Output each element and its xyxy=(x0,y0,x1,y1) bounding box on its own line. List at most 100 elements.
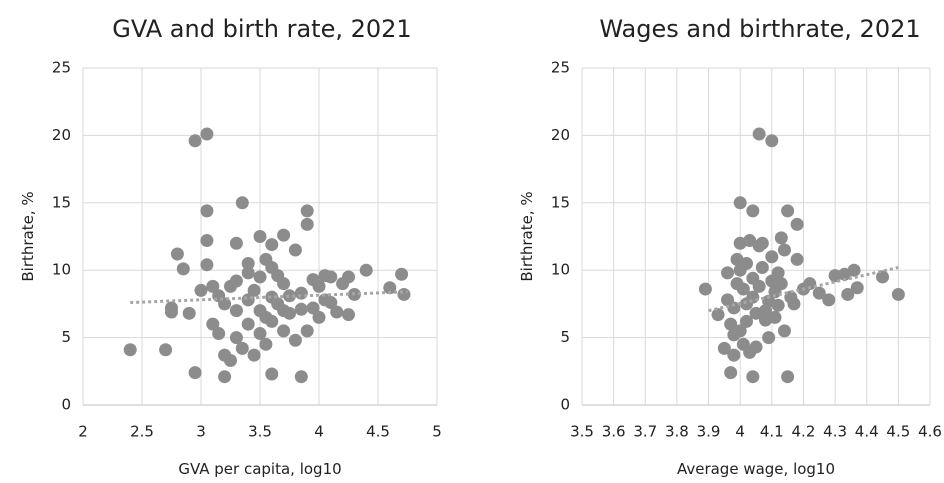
x-tick-label: 3.5 xyxy=(570,423,594,441)
point xyxy=(159,343,173,357)
point xyxy=(253,270,267,284)
point xyxy=(235,196,249,210)
chart-title: GVA and birth rate, 2021 xyxy=(112,15,411,43)
point xyxy=(265,314,279,328)
point xyxy=(200,204,214,218)
point xyxy=(724,317,738,331)
trendline xyxy=(130,290,408,305)
point xyxy=(721,293,735,307)
point xyxy=(212,327,226,341)
point xyxy=(288,333,302,347)
point xyxy=(200,127,214,141)
point xyxy=(762,331,776,345)
point xyxy=(294,302,308,316)
point xyxy=(891,287,905,301)
y-tick-label: 20 xyxy=(551,126,570,144)
point xyxy=(259,252,273,266)
x-tick-label: 3.6 xyxy=(602,423,626,441)
y-tick-label: 25 xyxy=(551,59,570,77)
point xyxy=(188,134,202,148)
point xyxy=(383,281,397,295)
x-tick-label: 4.3 xyxy=(823,423,847,441)
point xyxy=(188,366,202,380)
point xyxy=(841,287,855,301)
point xyxy=(324,270,338,284)
point xyxy=(746,204,760,218)
point xyxy=(762,294,776,308)
x-tick-label: 2 xyxy=(78,423,88,441)
point xyxy=(176,262,190,276)
point xyxy=(277,304,291,318)
point xyxy=(781,204,795,218)
point xyxy=(847,263,861,277)
point xyxy=(229,304,243,318)
point xyxy=(397,287,411,301)
point xyxy=(781,370,795,384)
point xyxy=(787,297,801,311)
point xyxy=(765,250,779,264)
y-tick-label: 5 xyxy=(61,328,71,346)
point xyxy=(342,308,355,322)
point xyxy=(822,293,836,307)
y-tick-label: 10 xyxy=(52,261,71,279)
point xyxy=(724,366,738,380)
point xyxy=(743,234,757,248)
point xyxy=(717,341,731,355)
x-tick-label: 3.7 xyxy=(633,423,657,441)
y-tick-label: 0 xyxy=(61,396,71,414)
x-tick-label: 4.6 xyxy=(918,423,942,441)
point xyxy=(828,269,842,283)
point xyxy=(727,348,741,362)
point xyxy=(812,286,826,300)
point xyxy=(330,305,344,319)
chart-title: Wages and birthrate, 2021 xyxy=(599,15,920,43)
x-tick-label: 3.5 xyxy=(248,423,272,441)
point xyxy=(241,293,255,307)
point xyxy=(123,343,137,357)
point xyxy=(777,243,791,257)
y-tick-label: 10 xyxy=(551,261,570,279)
point xyxy=(698,282,712,296)
point xyxy=(711,308,725,322)
y-tick-label: 15 xyxy=(52,193,71,211)
point xyxy=(294,286,308,300)
point xyxy=(359,263,373,277)
point xyxy=(743,345,757,359)
y-tick-label: 25 xyxy=(52,59,71,77)
point xyxy=(165,305,178,319)
point xyxy=(277,324,291,338)
point xyxy=(253,230,267,243)
point xyxy=(774,277,788,291)
y-tick-label: 20 xyxy=(52,126,71,144)
point xyxy=(300,217,314,231)
point xyxy=(746,370,760,384)
point xyxy=(850,281,864,295)
point xyxy=(736,282,750,296)
point xyxy=(790,252,804,266)
point xyxy=(253,327,267,341)
x-tick-label: 2.5 xyxy=(130,423,154,441)
point xyxy=(200,234,214,248)
x-tick-label: 5 xyxy=(432,423,442,441)
point xyxy=(727,328,741,342)
point xyxy=(224,279,237,293)
y-tick-label: 0 xyxy=(560,396,570,414)
point xyxy=(730,252,744,266)
point xyxy=(721,266,735,280)
point xyxy=(790,217,804,231)
point xyxy=(294,370,308,384)
point xyxy=(312,310,326,324)
point xyxy=(265,367,279,381)
point xyxy=(777,324,791,338)
point xyxy=(200,258,214,272)
y-tick-label: 5 xyxy=(560,328,570,346)
point xyxy=(733,196,747,210)
point xyxy=(755,236,769,250)
point xyxy=(733,263,747,277)
y-axis-label: Birthrate, % xyxy=(19,191,37,281)
point xyxy=(241,266,255,280)
point xyxy=(300,204,314,218)
point xyxy=(752,279,766,293)
x-tick-label: 3 xyxy=(196,423,206,441)
